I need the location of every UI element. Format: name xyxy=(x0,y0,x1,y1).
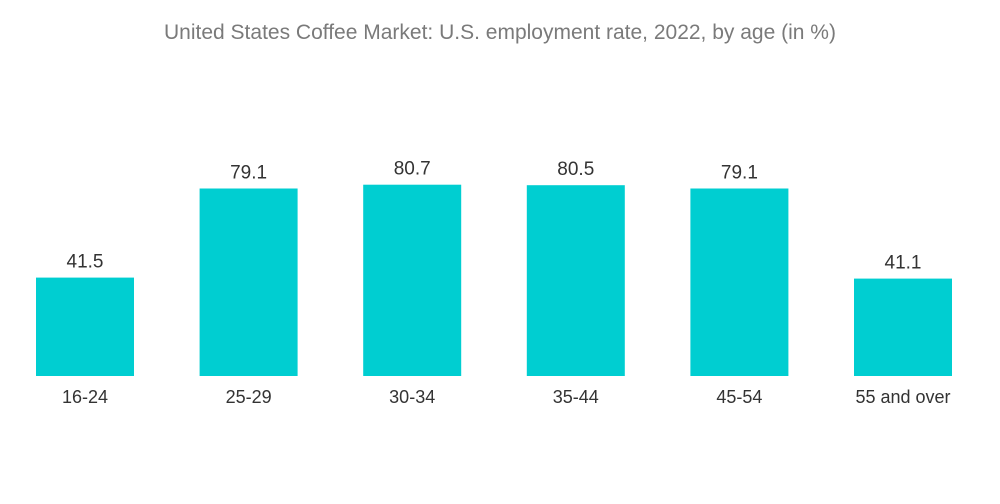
bar-45-54 xyxy=(690,188,789,376)
x-tick-label: 45-54 xyxy=(716,387,762,407)
bar-16-24 xyxy=(36,277,134,376)
value-label: 80.5 xyxy=(557,159,594,180)
value-label: 79.1 xyxy=(230,163,267,184)
x-tick-label: 16-24 xyxy=(62,387,108,407)
value-label: 80.7 xyxy=(394,159,431,180)
x-axis-tick-labels: 16-24 25-29 30-34 35-44 45-54 55 and over xyxy=(62,387,951,407)
chart-title: United States Coffee Market: U.S. employ… xyxy=(164,21,836,44)
x-tick-label: 35-44 xyxy=(553,387,599,407)
x-tick-label: 30-34 xyxy=(389,387,435,407)
value-labels: 41.5 79.1 80.7 80.5 79.1 41.1 xyxy=(67,159,922,274)
x-tick-label: 55 and over xyxy=(855,387,950,407)
bar-25-29 xyxy=(199,188,298,376)
x-tick-label: 25-29 xyxy=(226,387,272,407)
bar-30-34 xyxy=(363,184,462,376)
bar-series xyxy=(36,184,952,376)
value-label: 41.1 xyxy=(885,253,922,274)
value-label: 41.5 xyxy=(67,252,104,273)
bar-35-44 xyxy=(526,185,625,376)
bar-55-and-over xyxy=(854,278,952,376)
value-label: 79.1 xyxy=(721,163,758,184)
